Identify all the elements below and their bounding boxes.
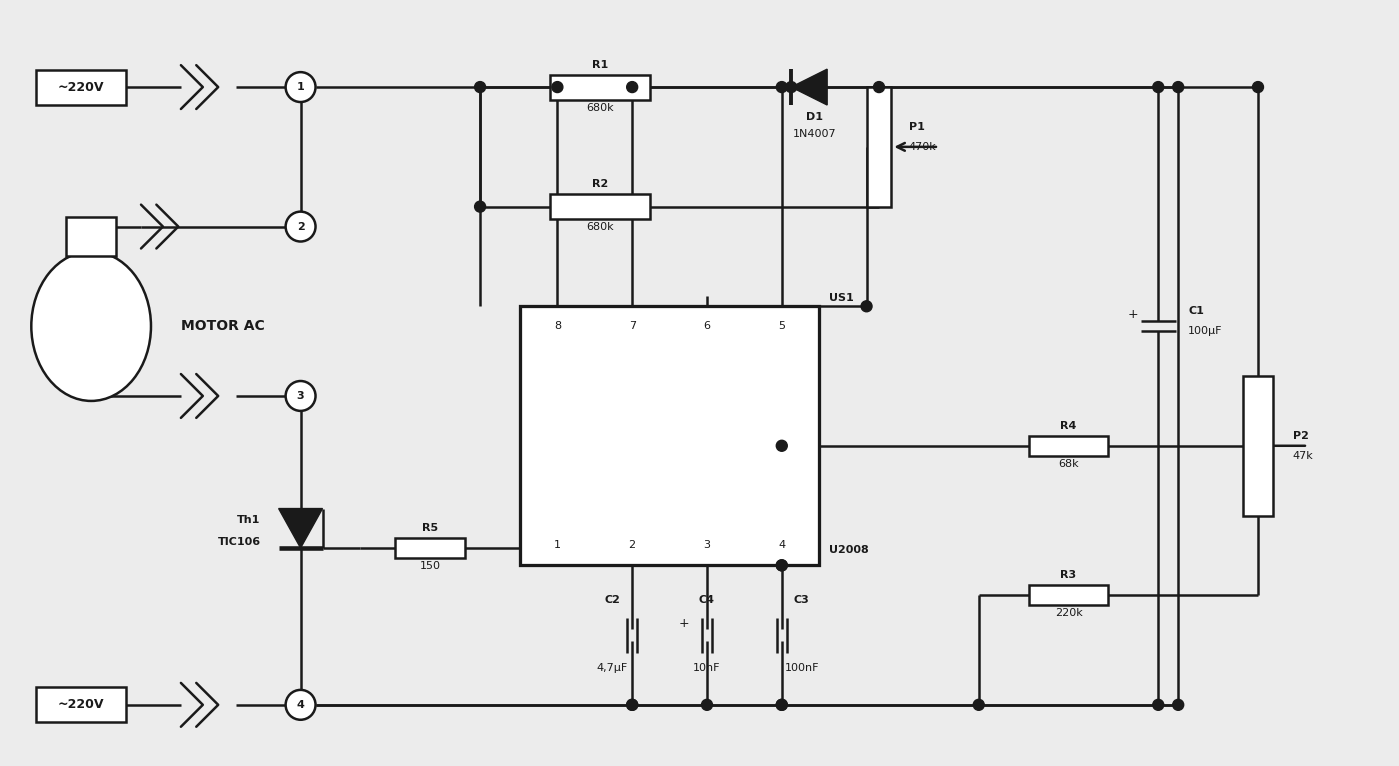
Text: 150: 150 — [420, 561, 441, 571]
Circle shape — [627, 82, 638, 93]
Text: 47k: 47k — [1293, 450, 1314, 460]
Text: US1: US1 — [830, 293, 853, 303]
Text: +: + — [1128, 308, 1139, 321]
Text: 8: 8 — [554, 321, 561, 331]
Circle shape — [776, 560, 788, 571]
Text: R5: R5 — [422, 523, 438, 533]
Text: 2: 2 — [628, 540, 635, 551]
Circle shape — [1172, 699, 1184, 710]
Text: 3: 3 — [704, 540, 711, 551]
Circle shape — [285, 690, 316, 720]
Bar — [36, 70, 126, 104]
Circle shape — [285, 381, 316, 411]
Bar — [66, 217, 116, 257]
Text: R2: R2 — [592, 179, 609, 189]
Text: P1: P1 — [909, 122, 925, 132]
Circle shape — [776, 699, 788, 710]
Circle shape — [873, 82, 884, 93]
Text: 3: 3 — [297, 391, 305, 401]
Circle shape — [1153, 699, 1164, 710]
Polygon shape — [278, 509, 323, 548]
Text: D1: D1 — [806, 112, 823, 122]
Bar — [1244, 376, 1273, 516]
Bar — [36, 687, 126, 722]
Circle shape — [776, 699, 788, 710]
Text: R4: R4 — [1060, 421, 1077, 430]
Circle shape — [474, 82, 485, 93]
Text: R3: R3 — [1060, 570, 1077, 581]
Bar — [550, 195, 649, 219]
Text: 220k: 220k — [1055, 608, 1083, 618]
Circle shape — [860, 301, 872, 312]
Text: 6: 6 — [704, 321, 711, 331]
Circle shape — [701, 699, 712, 710]
Text: 5: 5 — [778, 321, 785, 331]
Text: 7: 7 — [628, 321, 635, 331]
Text: ~220V: ~220V — [57, 699, 105, 712]
Circle shape — [551, 82, 562, 93]
Text: MOTOR AC: MOTOR AC — [180, 319, 264, 333]
Circle shape — [1172, 82, 1184, 93]
Text: 68k: 68k — [1058, 459, 1079, 469]
Circle shape — [474, 201, 485, 212]
Bar — [520, 306, 820, 565]
Circle shape — [776, 560, 788, 571]
Circle shape — [1153, 82, 1164, 93]
Bar — [1028, 436, 1108, 456]
Text: 1: 1 — [297, 82, 305, 92]
Text: R1: R1 — [592, 60, 609, 70]
Text: C3: C3 — [793, 595, 810, 605]
Text: C4: C4 — [700, 595, 715, 605]
Text: 680k: 680k — [586, 103, 614, 113]
Ellipse shape — [31, 251, 151, 401]
Circle shape — [627, 699, 638, 710]
Circle shape — [974, 699, 985, 710]
Text: C1: C1 — [1188, 306, 1205, 316]
Text: 10nF: 10nF — [694, 663, 720, 673]
Circle shape — [776, 82, 788, 93]
Text: TIC106: TIC106 — [218, 538, 260, 548]
Circle shape — [786, 82, 797, 93]
Text: C2: C2 — [604, 595, 620, 605]
Text: 470k: 470k — [909, 142, 937, 152]
Text: +: + — [679, 617, 690, 630]
Bar — [396, 538, 464, 558]
Text: 2: 2 — [297, 221, 305, 231]
Text: 4: 4 — [297, 700, 305, 710]
Text: 1N4007: 1N4007 — [792, 129, 837, 139]
Text: 4,7μF: 4,7μF — [596, 663, 628, 673]
Bar — [1028, 585, 1108, 605]
Text: 4: 4 — [778, 540, 785, 551]
Text: P2: P2 — [1293, 430, 1309, 440]
Circle shape — [1252, 82, 1263, 93]
Bar — [550, 74, 649, 100]
Circle shape — [285, 211, 316, 241]
Bar — [866, 87, 891, 207]
Text: 100nF: 100nF — [785, 663, 818, 673]
Circle shape — [776, 440, 788, 451]
Circle shape — [627, 699, 638, 710]
Text: 100μF: 100μF — [1188, 326, 1223, 336]
Circle shape — [285, 72, 316, 102]
Text: 680k: 680k — [586, 222, 614, 232]
Text: 1: 1 — [554, 540, 561, 551]
Polygon shape — [792, 69, 827, 105]
Text: U2008: U2008 — [830, 545, 869, 555]
Text: Th1: Th1 — [238, 516, 260, 525]
Text: ~220V: ~220V — [57, 80, 105, 93]
